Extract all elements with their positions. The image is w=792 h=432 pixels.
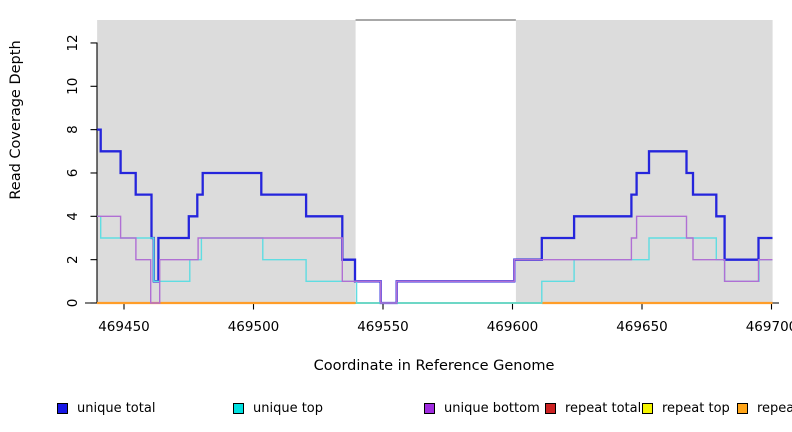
repeat-total-swatch <box>545 402 556 414</box>
legend-item-unique-top: unique top <box>233 400 323 416</box>
y-tick-label: 8 <box>65 125 81 134</box>
legend-label: repeat top <box>662 400 730 416</box>
series-line-unique-bottom <box>97 215 773 304</box>
y-tick-label: 6 <box>65 169 81 178</box>
x-tick-label: 469650 <box>616 319 668 335</box>
legend-item-repeat-total: repeat total <box>545 400 641 416</box>
legend-label: repeat bottom <box>757 400 792 416</box>
legend-label: unique top <box>253 400 324 416</box>
legend-item-repeat-top: repeat top <box>642 400 730 416</box>
repeat-bottom-swatch <box>737 402 748 414</box>
x-axis-title: Coordinate in Reference Genome <box>313 358 555 374</box>
legend-item-unique-bottom: unique bottom <box>424 400 540 416</box>
x-tick-label: 469550 <box>357 319 409 335</box>
y-axis-title: Read Coverage Depth <box>8 40 24 200</box>
y-tick-label: 2 <box>65 255 81 264</box>
legend-label: unique total <box>77 400 156 416</box>
legend-item-unique-total: unique total <box>57 400 155 416</box>
legend-label: repeat total <box>565 400 642 416</box>
y-tick-label: 10 <box>65 78 81 95</box>
unique-top-swatch <box>233 402 244 414</box>
legend-item-repeat-bottom: repeat bottom <box>737 400 792 416</box>
repeat-top-swatch <box>642 402 653 414</box>
unique-total-swatch <box>57 402 68 414</box>
y-tick-label: 0 <box>65 299 81 308</box>
x-tick-label: 469600 <box>487 319 539 335</box>
y-tick-label: 12 <box>65 34 81 51</box>
unique-bottom-swatch <box>424 402 435 414</box>
shaded-region <box>97 20 356 304</box>
y-tick-label: 4 <box>65 212 81 221</box>
shaded-region <box>515 20 773 304</box>
x-tick-label: 469500 <box>228 319 280 335</box>
legend-label: unique bottom <box>444 400 540 416</box>
x-tick-label: 469450 <box>98 319 150 335</box>
